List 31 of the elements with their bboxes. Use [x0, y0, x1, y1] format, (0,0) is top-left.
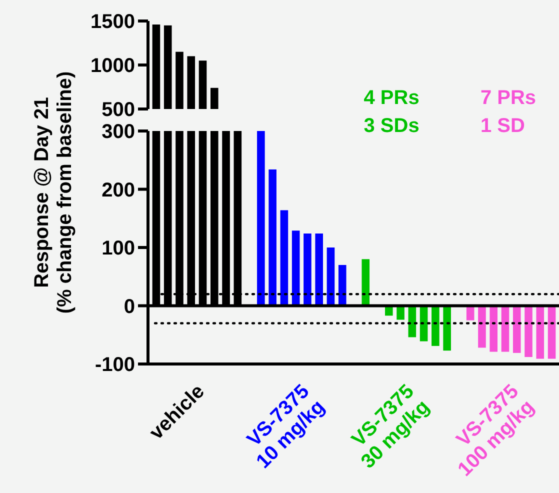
y-tick-label: 200	[102, 179, 135, 202]
bar	[501, 306, 510, 352]
bar	[257, 131, 265, 306]
bar	[338, 264, 346, 306]
y-tick-label: 300	[102, 121, 135, 143]
bar	[512, 306, 521, 353]
text: 4 PRs	[364, 87, 420, 109]
y-tick-label: 100	[102, 238, 135, 260]
y-tick-label: -100	[94, 354, 135, 376]
text: 7 PRs	[480, 87, 536, 109]
bar	[524, 306, 532, 358]
bar	[490, 306, 498, 352]
annotation: 1 SD	[480, 115, 525, 137]
bar	[292, 230, 300, 306]
bar	[478, 306, 486, 348]
bar	[548, 306, 556, 359]
annotation: 3 SDs	[364, 115, 420, 137]
y-tick-label: 500	[102, 99, 135, 121]
bar	[443, 306, 451, 351]
bar	[315, 234, 323, 306]
bar	[304, 234, 312, 306]
bar	[326, 248, 335, 306]
y-axis-title: Response @ Day 21 (% change from baseline)	[31, 71, 76, 314]
bar	[280, 210, 288, 306]
bar	[362, 259, 370, 306]
y-tick-label: 1500	[90, 11, 135, 33]
bar	[536, 306, 544, 359]
y-tick-label: 0	[124, 296, 135, 318]
y-tick-label: 1000	[90, 55, 135, 77]
bar	[432, 306, 440, 346]
bar	[268, 169, 276, 306]
